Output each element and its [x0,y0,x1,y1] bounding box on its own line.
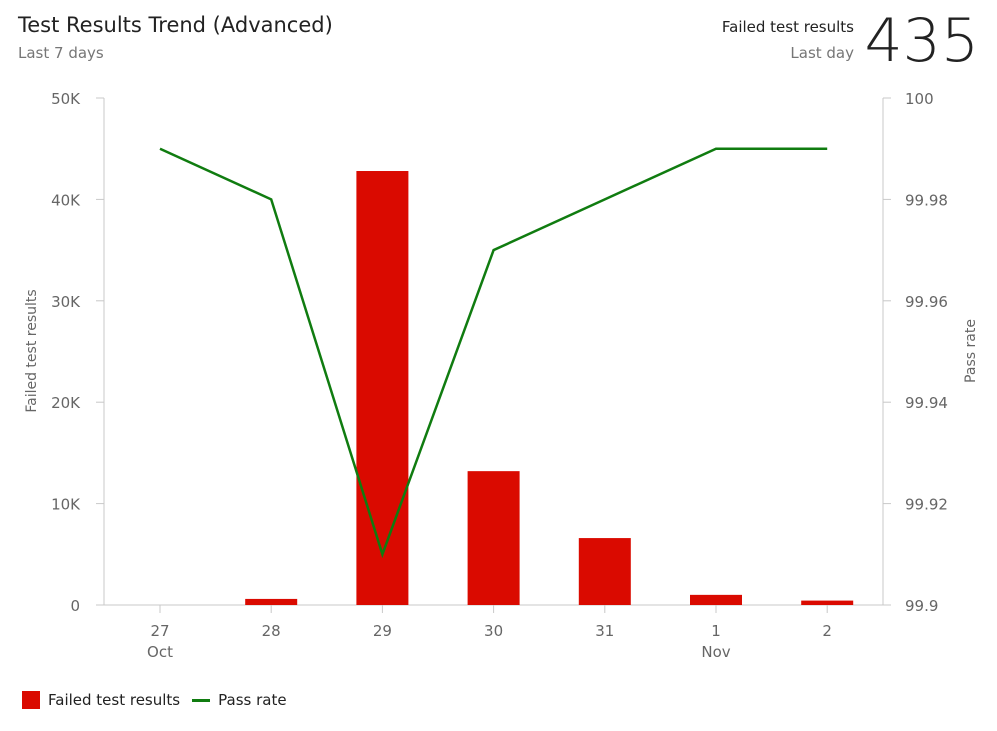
y-tick-label: 30K [51,293,81,311]
legend: Failed test results Pass rate [22,691,287,709]
y-tick-label: 50K [51,90,81,108]
x-tick-label: 30 [484,622,503,640]
widget-subtitle: Last 7 days [18,44,104,62]
legend-pass-rate[interactable]: Pass rate [218,691,287,709]
bar [356,171,409,605]
y-right-tick-label: 99.98 [905,191,948,209]
bar [245,598,298,605]
y-right-tick-label: 99.94 [905,394,948,412]
y-axis-title: Failed test results [24,289,40,412]
x-tick-label: 2 [822,622,832,640]
kpi-label: Failed test results [721,18,854,36]
bar [690,594,742,605]
bar [578,538,631,605]
y-tick-label: 0 [70,597,80,615]
x-tick-label: 31 [595,622,614,640]
x-tick-label: 1 [711,622,721,640]
y-right-tick-label: 99.92 [905,496,948,514]
y-right-tick-label: 100 [905,90,934,108]
x-tick-label: 27 [150,622,169,640]
y-tick-label: 20K [51,394,81,412]
widget-title: Test Results Trend (Advanced) [18,13,333,37]
legend-bar-swatch [22,691,40,709]
x-month-label: Oct [147,643,173,661]
y-right-axis-title: Pass rate [963,319,979,383]
kpi-value: 435 [864,6,979,76]
y-tick-label: 40K [51,191,81,209]
y-tick-label: 10K [51,496,81,514]
y-right-tick-label: 99.9 [905,597,938,615]
x-month-label: Nov [701,643,730,661]
legend-failed[interactable]: Failed test results [48,691,181,709]
bar [467,471,520,605]
y-right-tick-label: 99.96 [905,293,948,311]
x-tick-label: 28 [262,622,281,640]
x-tick-label: 29 [373,622,392,640]
kpi-period: Last day [790,44,854,62]
bar [801,600,854,605]
legend-line-swatch [192,698,211,702]
